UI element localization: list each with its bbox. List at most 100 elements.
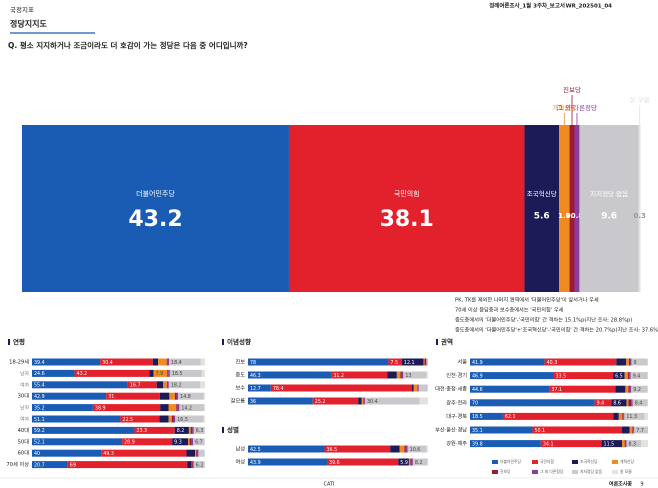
value-label: 9	[633, 360, 636, 366]
legend-label: 그 외 다른정당	[540, 469, 564, 474]
value-label: 10.6	[410, 447, 421, 453]
bar-segment	[361, 397, 364, 405]
bar-segment	[200, 358, 205, 366]
bar-segment	[628, 358, 631, 366]
bar-segment	[618, 412, 623, 420]
bar-segment	[398, 458, 409, 466]
bar-segment	[156, 381, 164, 389]
value-label: 7.7	[636, 428, 644, 434]
row-label: 중도	[235, 372, 245, 379]
value-label: 9.4	[633, 373, 641, 379]
footer-method: CATI	[323, 482, 334, 488]
bar-segment	[177, 404, 180, 412]
value-label: 31.2	[333, 373, 344, 379]
row-label: 여자	[20, 381, 29, 388]
value-label: 49.3	[103, 451, 114, 457]
legend-label: 개혁신당	[620, 459, 634, 464]
bar-segment	[248, 458, 328, 466]
bar-segment	[624, 372, 628, 380]
bar-segment	[628, 399, 632, 407]
row-label: 50대	[18, 437, 30, 445]
panel-marker	[222, 339, 224, 345]
segment-name: 그 외 다른정당	[557, 103, 597, 112]
bar-segment	[288, 125, 525, 292]
bar-segment	[248, 384, 271, 392]
bar-segment	[569, 125, 575, 292]
bar-segment	[399, 445, 405, 453]
bar-segment	[390, 445, 400, 453]
segment-name: 진보당	[563, 85, 581, 94]
bar-segment	[410, 458, 412, 466]
bar-segment	[32, 426, 135, 434]
segment-name: 개혁신당	[552, 103, 576, 112]
bar-segment	[159, 415, 169, 423]
value-label: 43.2	[128, 207, 182, 232]
bar-segment	[616, 358, 627, 366]
bar-segment	[594, 399, 612, 407]
bar-segment	[192, 426, 194, 434]
bar-segment	[601, 440, 623, 448]
bar-segment	[327, 458, 399, 466]
row-label: 남성	[235, 445, 245, 453]
panel-marker	[222, 427, 224, 433]
value-label: 34.1	[543, 441, 554, 447]
panel-title: 이념성향	[227, 337, 251, 346]
value-label: 0.8	[571, 212, 584, 220]
bar-segment	[203, 392, 205, 400]
value-label: 11.5	[604, 441, 615, 447]
value-label: 40	[34, 451, 40, 457]
bar-segment	[127, 381, 157, 389]
row-label: 여성	[235, 458, 245, 466]
bar-segment	[417, 384, 419, 392]
bar-segment	[166, 381, 168, 389]
row-label: 여자	[20, 416, 29, 423]
panel-title: 성별	[227, 425, 239, 434]
value-label: 8.2	[177, 428, 185, 434]
bar-segment	[412, 458, 428, 466]
legend-label: 지지정당 없음	[580, 469, 603, 474]
bar-segment	[200, 381, 205, 389]
legend-swatch	[492, 470, 498, 474]
bar-segment	[631, 399, 633, 407]
legend-swatch	[572, 460, 578, 464]
value-label: 5.9	[400, 460, 408, 466]
row-label: 남자	[20, 370, 29, 377]
bar-segment	[574, 125, 580, 292]
bar-segment	[426, 445, 428, 453]
bar-segment	[167, 369, 169, 377]
value-label: 51.1	[34, 417, 45, 423]
bar-segment	[32, 449, 102, 457]
bar-segment	[470, 358, 545, 366]
bar-segment	[613, 372, 625, 380]
bar-segment	[176, 392, 179, 400]
question: Q. 평소 지지하거나 조금이라도 더 호감이 가는 정당은 다음 중 어디입니…	[8, 40, 248, 50]
value-label: 43.2	[77, 371, 88, 377]
bar-segment	[160, 404, 169, 412]
bar-segment	[198, 449, 205, 457]
value-label: 6.5	[615, 373, 623, 379]
bar-segment	[559, 125, 570, 292]
note-line: 중도층에서의 '더불어민주당'+'조국혁신당'-'국민의힘' 간 격차는 20.…	[455, 326, 658, 334]
segment-name: 지지정당 없음	[590, 189, 628, 198]
bar-segment	[32, 392, 107, 400]
legend-label: 국민의힘	[540, 459, 554, 464]
legend-label: 진보당	[500, 469, 511, 474]
bar-segment	[611, 399, 627, 407]
value-label: 52.1	[34, 440, 45, 446]
bar-segment	[191, 438, 194, 446]
footer-page: 9	[640, 482, 643, 488]
bar-segment	[411, 384, 414, 392]
bar-segment	[248, 371, 332, 379]
bar-segment	[631, 385, 648, 393]
value-label: 78	[250, 360, 256, 366]
bar-segment	[134, 426, 175, 434]
bar-segment	[470, 372, 554, 380]
value-label: 37.1	[551, 387, 562, 393]
bar-segment	[579, 125, 639, 292]
bar-segment	[631, 358, 648, 366]
bar-segment	[622, 412, 624, 420]
bar-segment	[186, 449, 196, 457]
bar-segment	[169, 392, 175, 400]
header-category: 국정지표	[10, 5, 34, 14]
row-label: 60대	[18, 449, 30, 457]
